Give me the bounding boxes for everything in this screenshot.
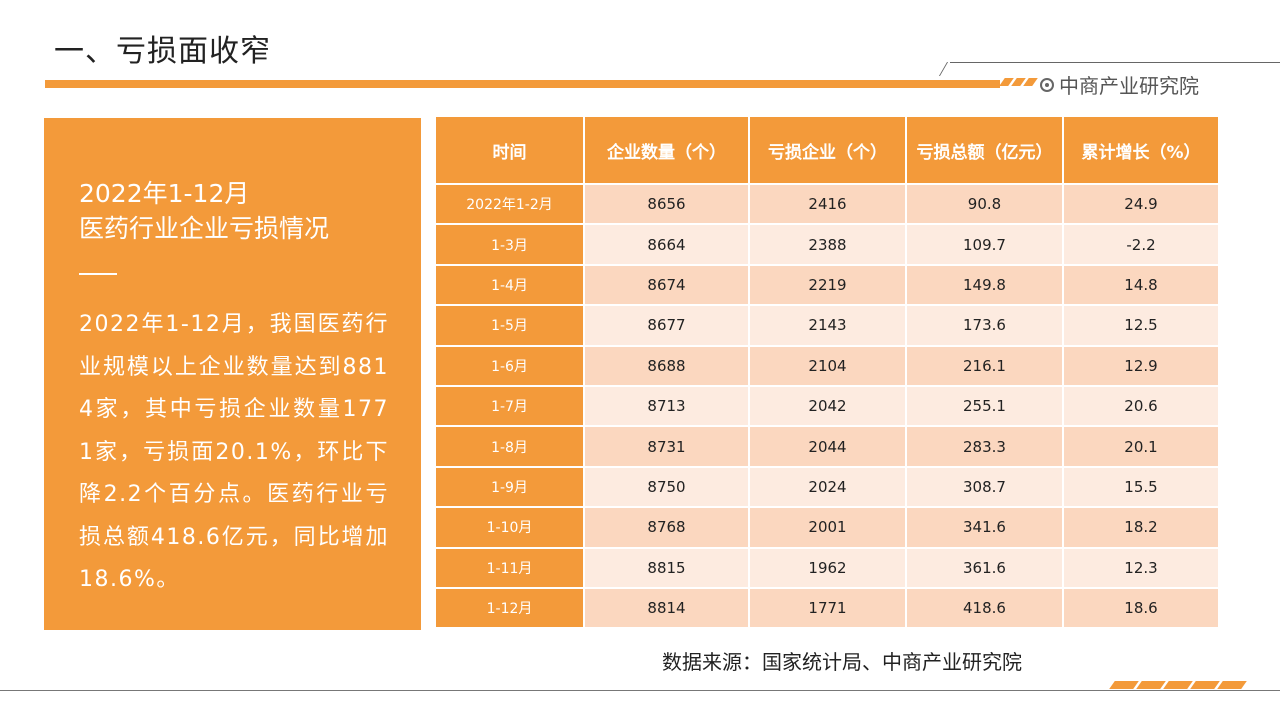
table-cell-value: -2.2 (1064, 225, 1220, 266)
loss-data-table: 时间 企业数量（个） 亏损企业（个） 亏损总额（亿元） 累计增长（%） 2022… (436, 117, 1220, 630)
table-cell-value: 1771 (750, 588, 907, 630)
table-row: 1-10月 8768 2001 341.6 18.2 (436, 508, 1220, 549)
table-cell-value: 18.2 (1064, 508, 1220, 549)
table-cell-value: 2143 (750, 306, 907, 347)
table-row: 1-12月 8814 1771 418.6 18.6 (436, 588, 1220, 630)
table-cell-value: 2416 (750, 185, 907, 226)
table-cell-value: 2388 (750, 225, 907, 266)
summary-title: 2022年1-12月 (79, 179, 250, 208)
table-cell-value: 8815 (585, 548, 750, 589)
table-row: 1-11月 8815 1962 361.6 12.3 (436, 548, 1220, 589)
table-cell-time: 2022年1-2月 (436, 185, 585, 226)
table-cell-value: 20.6 (1064, 386, 1220, 428)
table-cell-value: 2104 (750, 346, 907, 387)
table-cell-value: 2042 (750, 386, 907, 428)
table-cell-value: 12.3 (1064, 548, 1220, 589)
table-cell-value: 20.1 (1064, 427, 1220, 468)
table-cell-value: 14.8 (1064, 265, 1220, 307)
table-cell-value: 90.8 (907, 185, 1064, 226)
table-row: 1-3月 8664 2388 109.7 -2.2 (436, 225, 1220, 266)
header-stripes-decor (999, 78, 1038, 86)
table-body: 2022年1-2月 8656 2416 90.8 24.9 1-3月 8664 2388 109… (436, 185, 1220, 630)
col-header-enterprise-count: 企业数量（个） (585, 117, 750, 185)
table-cell-time: 1-11月 (436, 548, 585, 589)
table-cell-value: 24.9 (1064, 185, 1220, 226)
table-cell-value: 2219 (750, 265, 907, 307)
table-cell-value: 8664 (585, 225, 750, 266)
col-header-cumulative-growth: 累计增长（%） (1064, 117, 1220, 185)
col-header-loss-enterprises: 亏损企业（个） (750, 117, 907, 185)
table-row: 1-9月 8750 2024 308.7 15.5 (436, 467, 1220, 509)
table-cell-value: 173.6 (907, 306, 1064, 347)
table-row: 1-6月 8688 2104 216.1 12.9 (436, 346, 1220, 387)
table-cell-value: 8688 (585, 346, 750, 387)
table-cell-value: 8713 (585, 386, 750, 428)
table-cell-value: 109.7 (907, 225, 1064, 266)
table-cell-value: 308.7 (907, 467, 1064, 509)
title-underline-bar (45, 80, 1000, 88)
page-title: 一、亏损面收窄 (54, 34, 271, 69)
brand-name: 中商产业研究院 (1059, 74, 1199, 98)
table-cell-time: 1-6月 (436, 346, 585, 387)
table-cell-value: 418.6 (907, 588, 1064, 630)
table-cell-value: 12.9 (1064, 346, 1220, 387)
header-decor-line (950, 62, 1280, 63)
table-cell-time: 1-12月 (436, 588, 585, 630)
table-cell-value: 12.5 (1064, 306, 1220, 347)
table-cell-value: 361.6 (907, 548, 1064, 589)
table-cell-value: 18.6 (1064, 588, 1220, 630)
table-cell-time: 1-8月 (436, 427, 585, 468)
header-decor-slant (938, 62, 949, 76)
table-cell-time: 1-4月 (436, 265, 585, 307)
table-row: 1-8月 8731 2044 283.3 20.1 (436, 427, 1220, 468)
table-cell-time: 1-10月 (436, 508, 585, 549)
table-cell-value: 8656 (585, 185, 750, 226)
table-cell-value: 283.3 (907, 427, 1064, 468)
table-cell-time: 1-7月 (436, 386, 585, 428)
summary-divider (79, 273, 117, 275)
target-circle-icon (1040, 77, 1054, 92)
table-row: 1-5月 8677 2143 173.6 12.5 (436, 306, 1220, 347)
table-cell-value: 341.6 (907, 508, 1064, 549)
footer-line (0, 690, 1280, 691)
table-row: 1-4月 8674 2219 149.8 14.8 (436, 265, 1220, 307)
table-cell-value: 2024 (750, 467, 907, 509)
summary-subtitle: 医药行业企业亏损情况 (79, 214, 330, 243)
source-note: 数据来源：国家统计局、中商产业研究院 (662, 650, 1022, 674)
table-cell-time: 1-9月 (436, 467, 585, 509)
table-cell-value: 216.1 (907, 346, 1064, 387)
table-cell-value: 149.8 (907, 265, 1064, 307)
col-header-time: 时间 (436, 117, 585, 185)
brand-label: 中商产业研究院 (1040, 70, 1199, 99)
table-cell-value: 2044 (750, 427, 907, 468)
table-cell-value: 255.1 (907, 386, 1064, 428)
table-cell-value: 15.5 (1064, 467, 1220, 509)
table-cell-time: 1-5月 (436, 306, 585, 347)
table-cell-value: 1962 (750, 548, 907, 589)
table-cell-value: 2001 (750, 508, 907, 549)
footer-stripes-decor (1109, 681, 1247, 689)
table-header-row: 时间 企业数量（个） 亏损企业（个） 亏损总额（亿元） 累计增长（%） (436, 117, 1220, 185)
col-header-total-loss: 亏损总额（亿元） (907, 117, 1064, 185)
table-row: 2022年1-2月 8656 2416 90.8 24.9 (436, 185, 1220, 226)
table-cell-value: 8814 (585, 588, 750, 630)
summary-panel: 2022年1-12月 医药行业企业亏损情况 2022年1-12月，我国医药行业规… (44, 118, 421, 630)
table-cell-value: 8674 (585, 265, 750, 307)
table-row: 1-7月 8713 2042 255.1 20.6 (436, 386, 1220, 428)
table-cell-value: 8768 (585, 508, 750, 549)
table-cell-value: 8677 (585, 306, 750, 347)
summary-text: 2022年1-12月，我国医药行业规模以上企业数量达到8814家，其中亏损企业数… (79, 312, 389, 592)
table-cell-value: 8750 (585, 467, 750, 509)
table-cell-value: 8731 (585, 427, 750, 468)
table-cell-time: 1-3月 (436, 225, 585, 266)
